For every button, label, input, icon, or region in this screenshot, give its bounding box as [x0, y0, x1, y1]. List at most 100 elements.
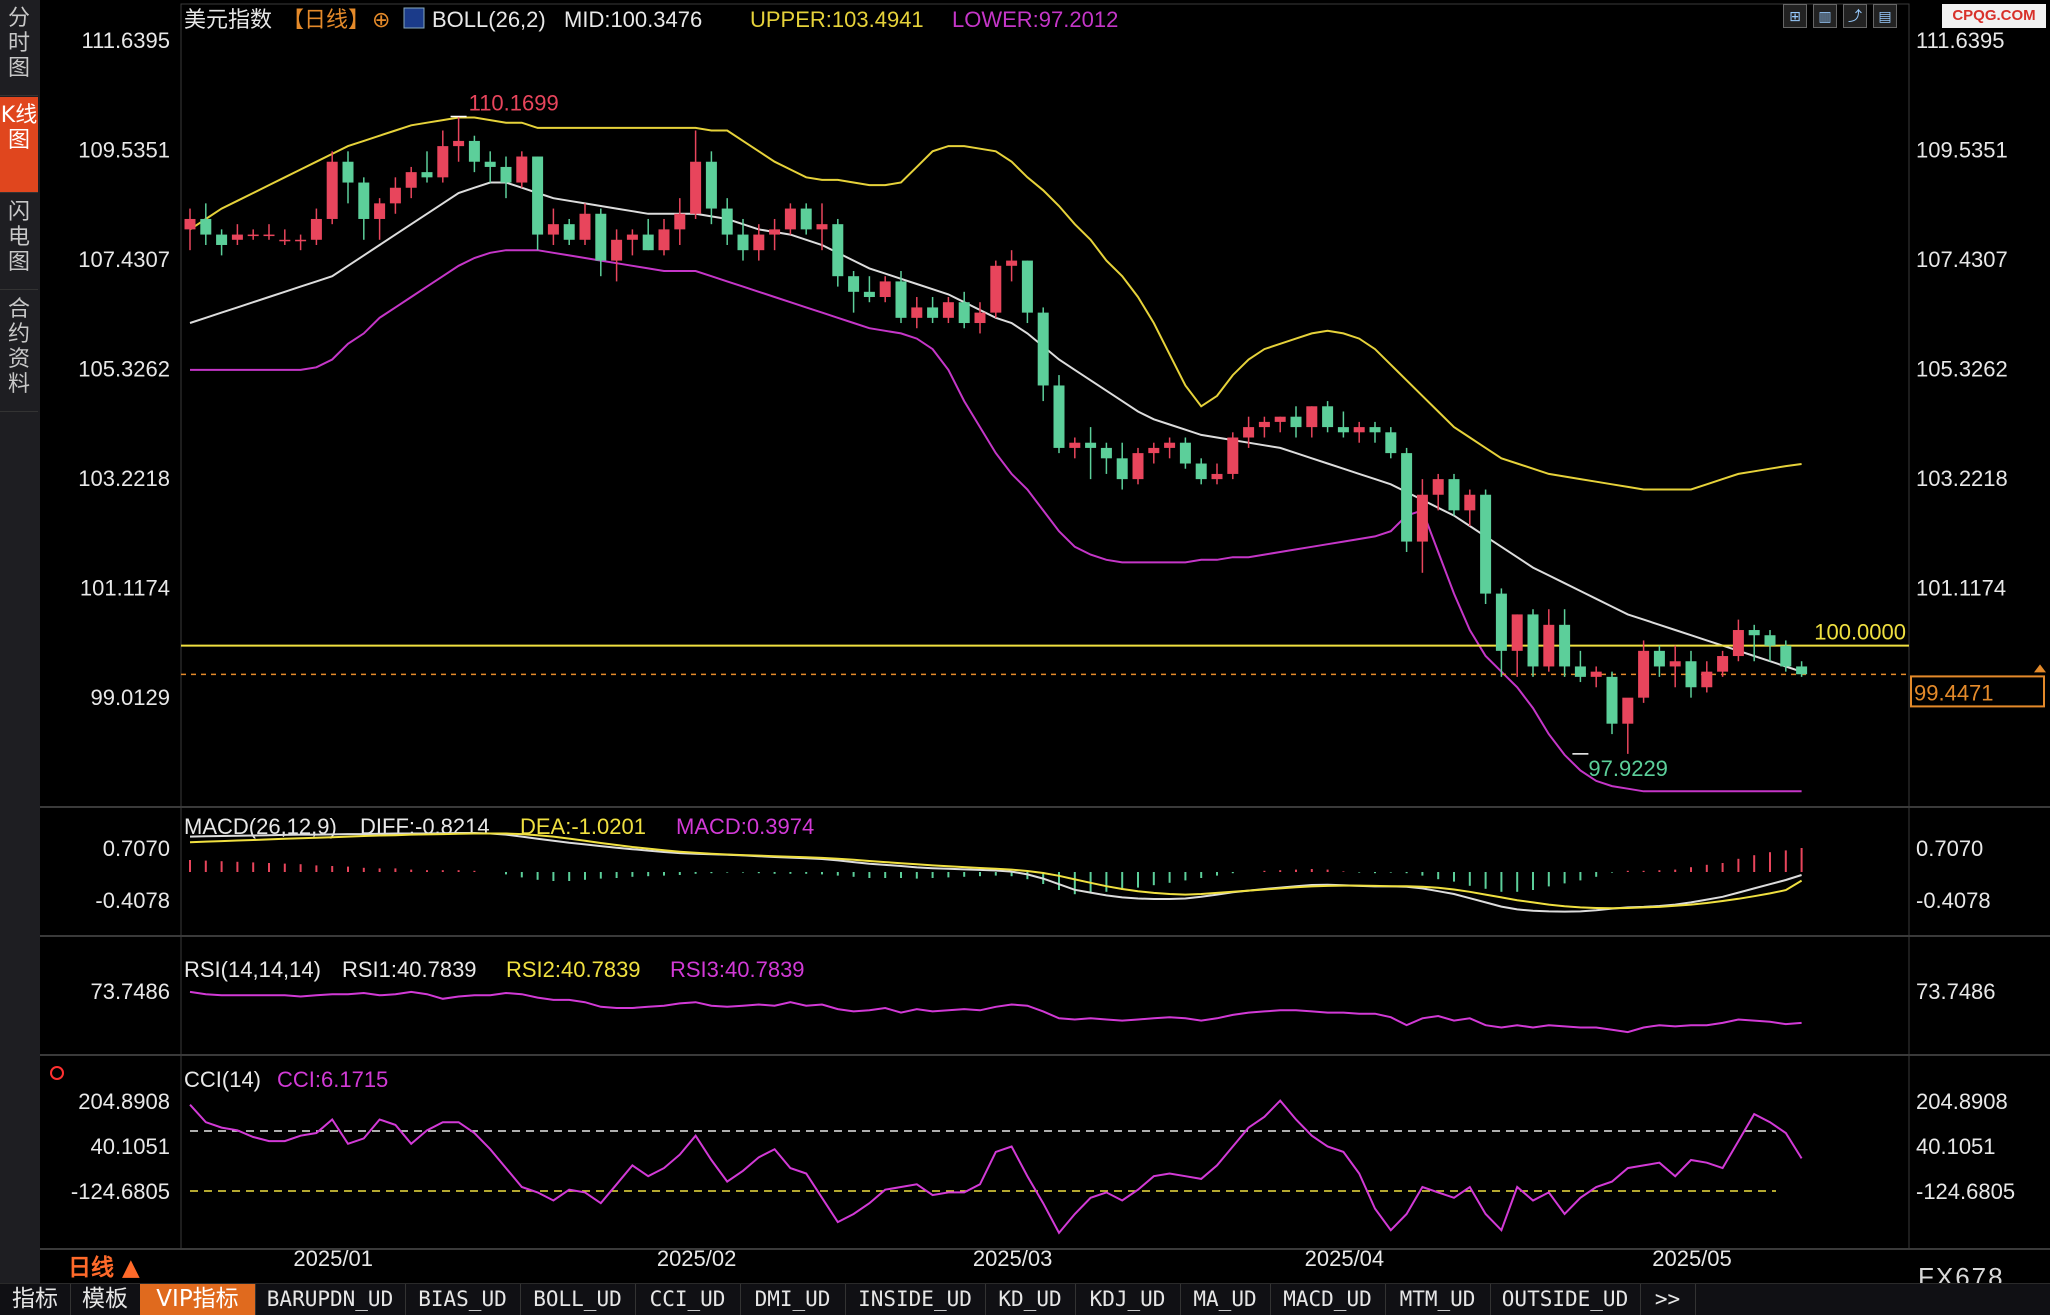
price-tick-left-0: 111.6395	[82, 28, 171, 53]
x-date-label-1: 2025/02	[657, 1246, 737, 1271]
candle-body	[184, 218, 196, 230]
candle-body	[974, 312, 986, 324]
indicator-tab-4[interactable]: BIAS_UD	[405, 1284, 521, 1315]
indicator-tab-13[interactable]: MTM_UD	[1385, 1284, 1491, 1315]
cci-tick-right-1: 40.1051	[1916, 1134, 1996, 1159]
high-label: 110.1699	[469, 90, 559, 115]
candle-body	[1480, 494, 1492, 594]
line-chart-icon[interactable]: ⤴	[1843, 4, 1867, 28]
candle-body	[421, 172, 433, 178]
cci-title: CCI(14)	[184, 1067, 261, 1092]
macd-tick-left-1: -0.4078	[95, 888, 170, 913]
candle-body	[626, 234, 638, 240]
candle-body	[484, 161, 496, 167]
add-indicator-icon: ⊕	[372, 7, 390, 32]
candle-body	[231, 234, 243, 240]
candle-body	[1543, 624, 1555, 667]
candle-body	[1574, 666, 1586, 677]
indicator-tab-10[interactable]: KDJ_UD	[1075, 1284, 1181, 1315]
indicator-tab-0[interactable]: 指标	[0, 1284, 71, 1315]
candle-body	[848, 276, 860, 292]
indicator-tab-3[interactable]: BARUPDN_UD	[255, 1284, 406, 1315]
price-tick-left-2: 107.4307	[78, 247, 170, 272]
indicator-tab-15[interactable]: >>	[1640, 1284, 1696, 1315]
candle-body	[216, 234, 228, 245]
price-tick-left-1: 109.5351	[78, 137, 170, 162]
indicator-tab-7[interactable]: DMI_UD	[740, 1284, 846, 1315]
candle-body	[247, 234, 259, 237]
candle-body	[1179, 442, 1191, 464]
indicator-tab-8[interactable]: INSIDE_UD	[845, 1284, 986, 1315]
candle-body	[1227, 437, 1239, 474]
candle-body	[1527, 614, 1539, 667]
candle-body	[1622, 697, 1634, 724]
price-tick-right-4: 103.2218	[1916, 466, 2008, 491]
candle-body	[611, 239, 623, 261]
rsi1-label: RSI1:40.7839	[342, 957, 477, 982]
x-date-label-0: 2025/01	[293, 1246, 373, 1271]
candle-body	[437, 146, 449, 178]
low-label: 97.9229	[1588, 756, 1668, 781]
chart-canvas[interactable]: 111.6395 111.6395 109.5351 109.5351 107.4307…	[0, 0, 2050, 1283]
sidebar-tab-1[interactable]: K线图	[0, 97, 38, 193]
candle-body	[784, 208, 796, 230]
ref-level-label: 100.0000	[1814, 620, 1906, 645]
candle-body	[737, 234, 749, 251]
price-tick-right-2: 107.4307	[1916, 247, 2008, 272]
crosshair-icon[interactable]: ⊞	[1783, 4, 1807, 28]
cci-tick-left-0: 204.8908	[78, 1089, 170, 1114]
sidebar-tab-3[interactable]: 合约资料	[0, 291, 38, 412]
candle-body	[1764, 635, 1776, 646]
candle-body	[1100, 447, 1112, 459]
candle-body	[942, 302, 954, 318]
sidebar-tab-2[interactable]: 闪电图	[0, 194, 38, 290]
rsi-tick-left: 73.7486	[90, 979, 170, 1004]
layout-icon[interactable]: ▤	[1873, 4, 1897, 28]
indicator-tab-11[interactable]: MA_UD	[1180, 1284, 1271, 1315]
candle-body	[1353, 427, 1365, 433]
indicator-tab-5[interactable]: BOLL_UD	[520, 1284, 636, 1315]
candle-body	[1085, 442, 1097, 448]
candle-body	[1606, 676, 1618, 724]
period-label[interactable]: 日线 ▲	[68, 1255, 140, 1281]
x-date-label-4: 2025/05	[1652, 1246, 1732, 1271]
boll-mid-line	[189, 181, 1802, 673]
candle-body	[1511, 614, 1523, 651]
candle-body	[326, 161, 338, 219]
boll-mid-value: MID:100.3476	[564, 7, 702, 32]
candle-body	[1148, 447, 1160, 454]
candle-body	[863, 291, 875, 298]
sidebar-tab-0[interactable]: 分时图	[0, 0, 38, 96]
candle-body	[769, 229, 781, 235]
last-price-box	[1910, 675, 2045, 708]
price-tick-right-5: 101.1174	[1916, 575, 2006, 600]
indicator-tab-6[interactable]: CCI_UD	[635, 1284, 741, 1315]
candle-body	[563, 224, 575, 240]
candle-body	[1385, 432, 1397, 454]
candle-body	[1732, 630, 1744, 657]
indicator-tab-1[interactable]: 模板	[70, 1284, 141, 1315]
candle-body	[658, 229, 670, 251]
indicator-tab-12[interactable]: MACD_UD	[1270, 1284, 1386, 1315]
sidebar: 分时图 K线图 闪电图 合约资料	[0, 0, 40, 1283]
candle-body	[816, 224, 828, 230]
bar-chart-icon[interactable]: ▥	[1813, 4, 1837, 28]
macd-value-label: MACD:0.3974	[676, 814, 814, 839]
indicator-tab-9[interactable]: KD_UD	[985, 1284, 1076, 1315]
candle-body	[1053, 385, 1065, 448]
candle-body	[389, 187, 401, 204]
boll-lower-line	[190, 249, 1802, 793]
indicator-tab-2[interactable]: VIP指标	[140, 1284, 256, 1315]
candle-body	[1037, 312, 1049, 386]
candle-body	[263, 234, 275, 237]
candle-body	[705, 161, 717, 209]
indicator-tab-14[interactable]: OUTSIDE_UD	[1490, 1284, 1641, 1315]
candle-body	[832, 224, 844, 277]
x-date-label-2: 2025/03	[973, 1246, 1053, 1271]
candle-body	[1116, 458, 1128, 480]
period-tag: 【日线】	[282, 7, 370, 32]
candle-body	[1590, 671, 1602, 677]
candle-body	[911, 307, 923, 318]
candle-body	[468, 140, 480, 162]
rsi2-label: RSI2:40.7839	[506, 957, 641, 982]
